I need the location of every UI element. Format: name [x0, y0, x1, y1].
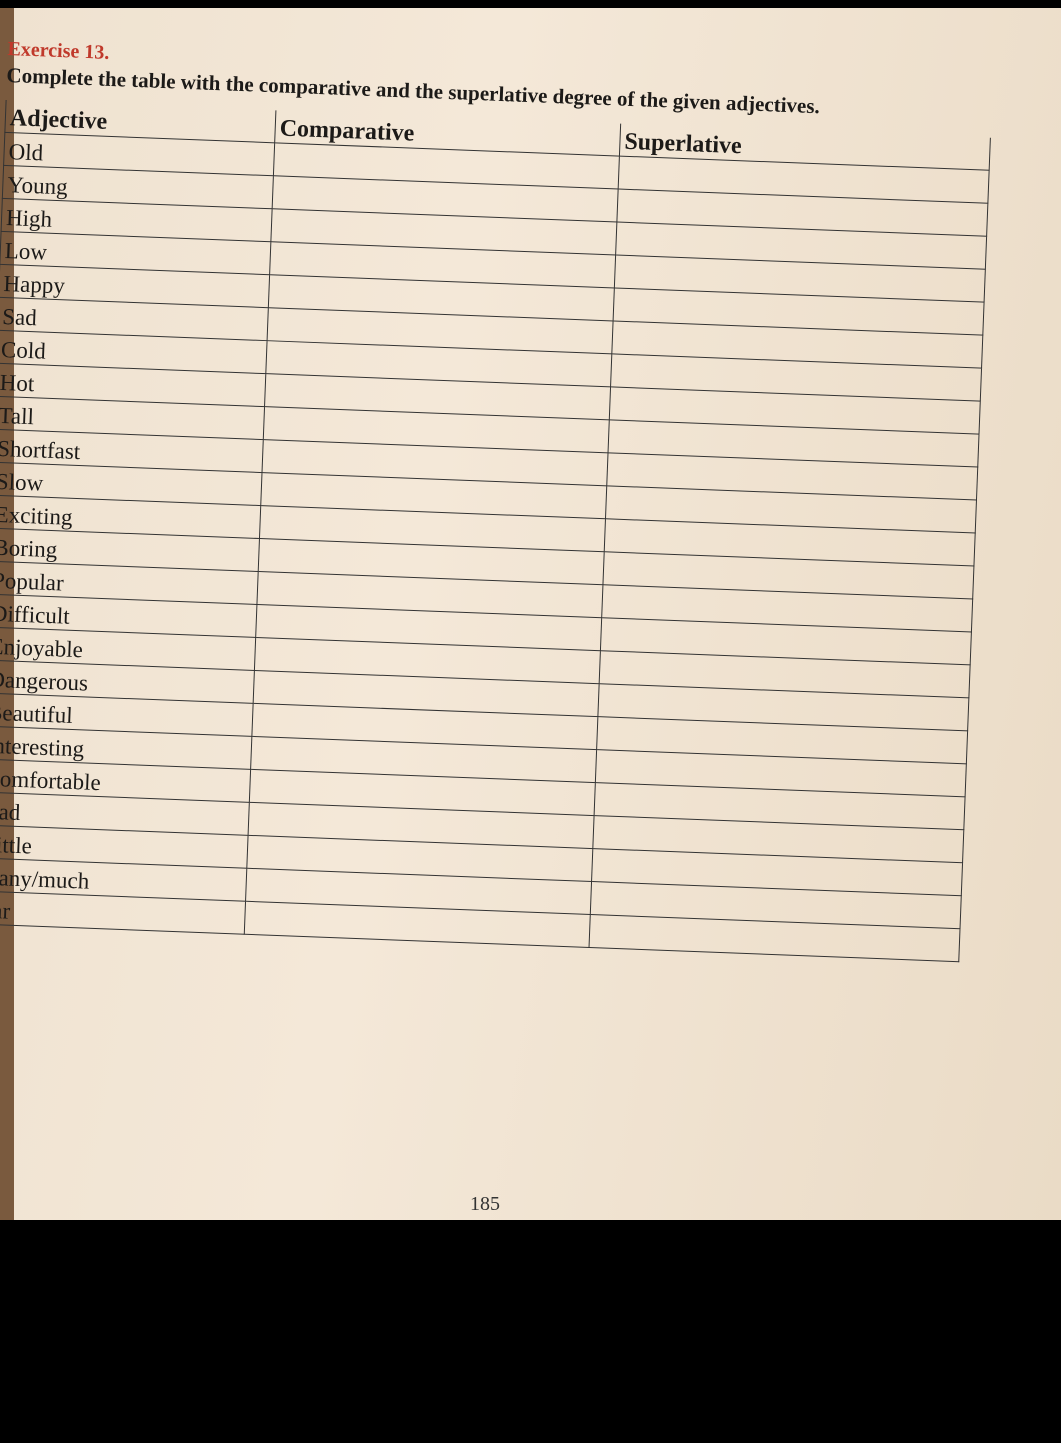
adjective-table: Adjective Comparative Superlative Old Young… — [0, 99, 991, 962]
book-page: Exercise 13. Complete the table with the… — [0, 8, 1061, 1220]
page-number: 185 — [470, 1193, 500, 1215]
exercise-sheet: Exercise 13. Complete the table with the… — [0, 38, 1017, 963]
page-edge — [0, 8, 14, 1220]
table-body: Old Young High Low Happy Sad Cold Hot Tall Shortf… — [0, 132, 990, 962]
